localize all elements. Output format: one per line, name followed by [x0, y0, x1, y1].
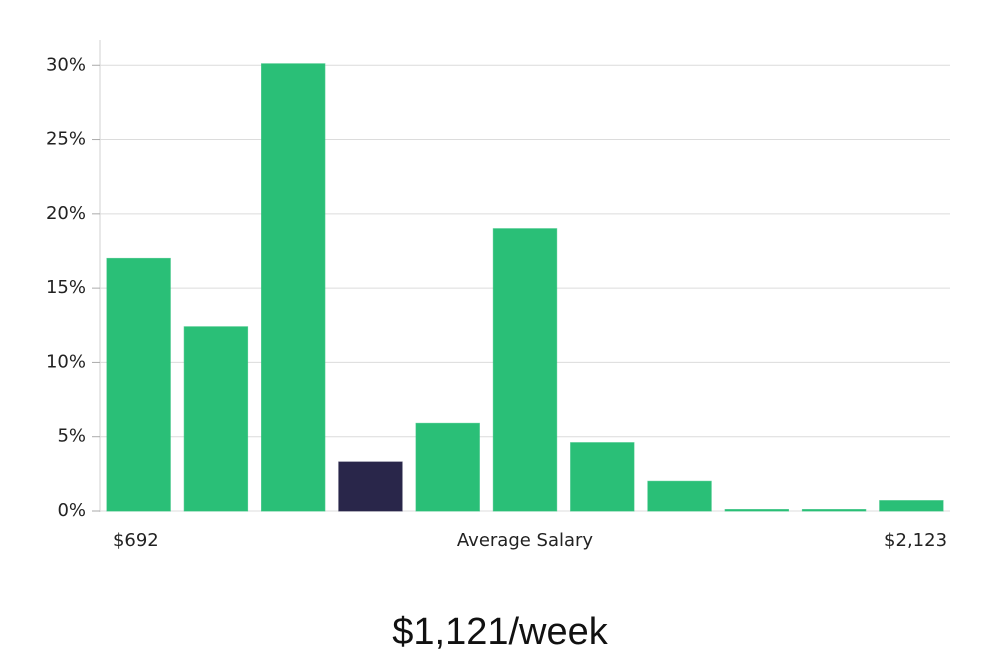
bar [801, 509, 867, 512]
bar [338, 461, 403, 512]
y-tick-label: 25% [46, 129, 86, 150]
y-tick-label: 10% [46, 351, 86, 372]
bar [724, 509, 789, 512]
x-tick-label: $692 [113, 530, 159, 551]
bar [647, 480, 712, 512]
y-tick-label: 30% [46, 54, 86, 75]
x-axis-label: Average Salary [457, 530, 594, 551]
y-tick-label: 15% [46, 277, 86, 298]
y-tick-label: 5% [57, 426, 86, 447]
x-tick-label: $2,123 [884, 530, 947, 551]
bar [261, 63, 326, 512]
bar [183, 326, 249, 512]
bar [492, 228, 558, 512]
bar [570, 442, 635, 512]
bar [879, 500, 944, 512]
bar [106, 257, 171, 512]
bar [415, 422, 480, 512]
y-tick-label: 0% [57, 500, 86, 521]
summary: $1,121/week [392, 611, 608, 653]
y-tick-label: 20% [46, 203, 86, 224]
